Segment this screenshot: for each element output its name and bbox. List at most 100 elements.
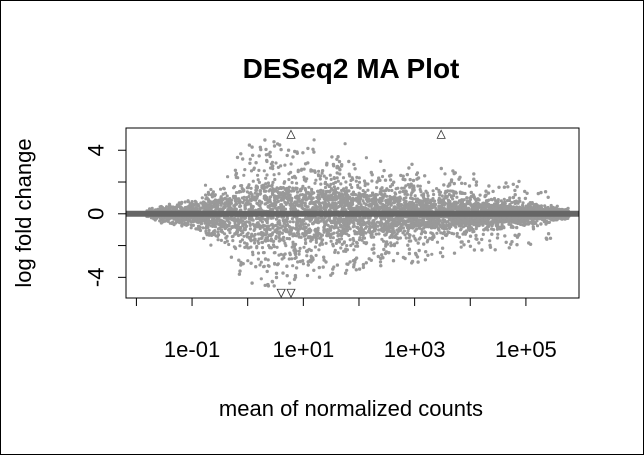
data-point — [374, 198, 378, 202]
data-point — [342, 217, 346, 221]
data-point — [326, 228, 330, 232]
data-point — [269, 246, 273, 250]
data-point — [273, 261, 277, 266]
data-point — [345, 244, 349, 248]
data-point — [288, 220, 292, 224]
data-point — [351, 177, 355, 181]
data-point — [501, 219, 505, 223]
data-point — [216, 238, 220, 242]
data-point — [161, 220, 165, 224]
data-point — [267, 189, 271, 193]
data-point — [521, 201, 525, 205]
data-point — [372, 243, 376, 247]
data-point — [410, 220, 414, 224]
data-point — [486, 228, 490, 232]
data-point — [535, 219, 539, 223]
data-point — [321, 194, 325, 198]
data-point — [309, 169, 313, 173]
data-point — [455, 231, 459, 236]
data-point — [399, 203, 403, 207]
data-point — [211, 204, 216, 208]
data-point — [259, 277, 263, 281]
data-point — [446, 189, 450, 193]
data-point — [318, 201, 322, 205]
data-point — [459, 216, 463, 220]
data-point — [432, 223, 436, 227]
data-point — [279, 252, 283, 256]
data-point — [371, 191, 375, 195]
data-point — [367, 219, 371, 223]
data-point — [206, 220, 210, 224]
data-point — [518, 222, 523, 226]
data-point — [286, 198, 291, 202]
data-point — [359, 203, 363, 207]
data-point — [344, 186, 348, 190]
data-point — [164, 216, 168, 220]
data-point — [318, 204, 323, 208]
data-point — [497, 204, 501, 208]
data-point — [242, 195, 246, 199]
data-point — [290, 245, 294, 249]
data-point — [320, 238, 325, 242]
data-point — [253, 232, 257, 237]
data-point — [195, 203, 199, 207]
data-point — [463, 203, 467, 208]
data-point — [416, 219, 420, 223]
data-point — [438, 193, 442, 197]
data-point — [348, 238, 352, 242]
data-point — [314, 238, 318, 242]
data-point — [166, 219, 170, 223]
data-point — [271, 231, 275, 235]
data-point — [285, 222, 290, 227]
data-point — [368, 216, 372, 220]
data-point — [248, 227, 252, 231]
data-point — [440, 194, 444, 198]
data-point — [153, 208, 158, 212]
data-point — [326, 189, 330, 193]
data-point — [260, 240, 264, 244]
data-point — [270, 184, 274, 188]
data-point — [317, 248, 321, 252]
data-point — [378, 201, 383, 205]
data-point — [219, 187, 223, 191]
data-point — [230, 235, 234, 239]
data-point — [261, 217, 265, 221]
data-point — [269, 162, 273, 166]
data-point — [296, 170, 300, 174]
data-point — [231, 239, 235, 243]
data-point — [397, 226, 401, 230]
data-point — [256, 173, 260, 177]
data-point — [183, 223, 187, 227]
data-point — [359, 233, 363, 237]
data-point — [268, 228, 272, 232]
data-point — [220, 223, 224, 227]
data-point — [258, 189, 263, 193]
data-point — [241, 189, 245, 193]
data-point — [454, 200, 458, 204]
data-point — [403, 233, 407, 237]
data-point — [332, 176, 336, 181]
data-point — [477, 198, 481, 202]
data-point — [343, 142, 347, 146]
data-point — [287, 257, 291, 261]
chart-title: DESeq2 MA Plot — [243, 53, 460, 84]
data-point — [291, 226, 295, 230]
data-point — [434, 216, 438, 220]
data-point — [407, 233, 411, 237]
data-point — [264, 239, 268, 243]
data-point — [363, 181, 367, 185]
data-point — [246, 186, 250, 190]
data-point — [326, 198, 330, 203]
data-point — [402, 186, 406, 190]
data-point — [251, 253, 255, 257]
data-point — [341, 176, 346, 180]
data-point — [358, 186, 362, 190]
data-point — [444, 224, 448, 228]
data-point — [194, 207, 198, 211]
data-point — [283, 194, 287, 198]
data-point — [282, 221, 286, 225]
data-point — [196, 227, 200, 231]
data-point — [438, 219, 442, 223]
data-point — [268, 233, 273, 237]
data-point — [310, 187, 314, 191]
